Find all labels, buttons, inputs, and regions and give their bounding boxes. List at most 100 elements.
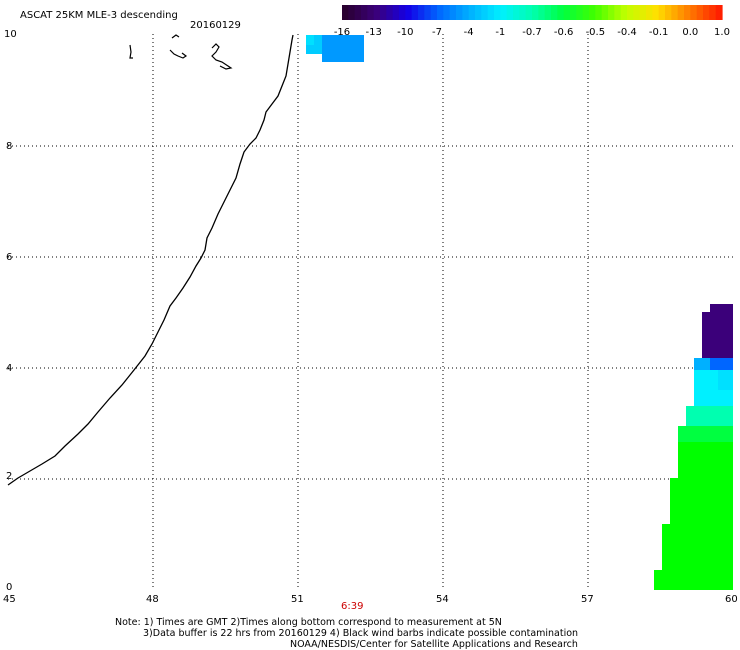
data-cell [718,370,733,390]
colorbar-swatch [519,5,527,20]
colorbar-swatch [475,5,482,20]
colorbar-swatch [652,5,660,20]
colorbar-swatch [589,5,596,20]
colorbar-swatch [608,5,615,20]
data-cell [670,478,733,524]
data-cell [702,312,733,358]
colorbar-swatch [392,5,400,20]
colorbar-swatch [506,5,514,20]
colorbar-swatch [481,5,489,20]
y-tick-label: 2 [6,471,12,482]
colorbar-swatch [513,5,520,20]
colorbar-swatch [570,5,577,20]
colorbar-swatch [665,5,672,20]
y-tick-label: 6 [6,252,12,263]
colorbar-swatch [449,5,457,20]
swath-right [654,304,733,590]
colorbar-swatch [582,5,590,20]
data-cell [710,304,733,312]
colorbar-swatch [646,5,653,20]
colorbar-swatch [342,5,349,20]
colorbar-swatch [715,5,723,20]
colorbar-swatch [411,5,419,20]
colorbar-swatch [487,5,495,20]
swath-top [306,35,364,62]
colorbar-tick-label: -16 [334,27,350,38]
colorbar-swatch [348,5,356,20]
colorbar-swatch [405,5,413,20]
colorbar-swatch [354,5,362,20]
colorbar-swatch [696,5,704,20]
x-tick-label: 60 [725,594,738,605]
colorbar-swatch [430,5,438,20]
colorbar-swatch [532,5,539,20]
colorbar-tick-label: -0.5 [586,27,606,38]
x-tick-label: 57 [581,594,594,605]
map-date: 20160129 [190,20,241,31]
colorbar-swatch [671,5,679,20]
data-cell [686,406,733,426]
colorbar-swatch [614,5,622,20]
data-cell [654,570,733,590]
x-tick-label: 51 [291,594,304,605]
y-tick-label: 8 [6,141,12,152]
colorbar-swatch [437,5,444,20]
colorbar-swatch [443,5,451,20]
colorbar-tick-label: -10 [397,27,413,38]
colorbar-tick-label: -0.6 [554,27,574,38]
colorbar-swatch [633,5,641,20]
y-tick-label: 10 [4,29,17,40]
colorbar-swatch [551,5,558,20]
data-cell [678,426,733,442]
y-tick-label: 4 [6,363,12,374]
colorbar-swatch [424,5,432,20]
y-tick-labels: 0 2 4 6 8 10 [4,29,17,593]
data-cell [306,35,314,45]
colorbar-swatch [538,5,546,20]
colorbar-swatch [576,5,584,20]
colorbar-swatch [627,5,634,20]
islands [129,34,233,70]
colorbar-swatch [684,5,691,20]
colorbar-swatch [380,5,387,20]
x-tick-label: 48 [146,594,159,605]
colorbar-tick-label: -1 [495,27,505,38]
x-tick-labels: 45 48 51 54 57 60 [3,594,738,605]
colorbar-tick-label: -0.7 [522,27,542,38]
note-line-3: NOAA/NESDIS/Center for Satellite Applica… [290,639,578,650]
colorbar-swatch [563,5,571,20]
data-cell [694,358,710,370]
colorbar-swatch [601,5,609,20]
time-label: 6:39 [341,601,363,612]
colorbar-swatch [658,5,666,20]
colorbar-swatch [690,5,698,20]
y-tick-label: 0 [6,582,12,593]
colorbar-swatch [557,5,565,20]
colorbar-swatch [595,5,603,20]
colorbar-swatch [677,5,685,20]
colorbar-swatch [456,5,463,20]
data-cell [662,524,733,570]
data-cell [322,35,364,62]
colorbar-swatch [709,5,717,20]
coastline [7,34,294,486]
colorbar-swatch [373,5,381,20]
note-line-1: Note: 1) Times are GMT 2)Times along bot… [115,617,502,628]
colorbar-tick-label: -0.1 [649,27,669,38]
colorbar-swatch [500,5,508,20]
map-title: ASCAT 25KM MLE-3 descending [20,10,178,21]
colorbar-tick-label: 1.0 [714,27,730,38]
colorbar-swatch [544,5,552,20]
colorbar-swatch [639,5,647,20]
colorbar-swatch [462,5,470,20]
colorbar-swatch [468,5,476,20]
colorbar-swatch [399,5,406,20]
x-tick-label: 45 [3,594,16,605]
colorbar-tick-label: -13 [365,27,381,38]
colorbar-swatch [386,5,394,20]
colorbar-tick-label: -0.4 [617,27,637,38]
colorbar-swatch [703,5,710,20]
colorbar-tick-label: -7 [432,27,442,38]
note-line-2: 3)Data buffer is 22 hrs from 20160129 4)… [143,628,579,639]
